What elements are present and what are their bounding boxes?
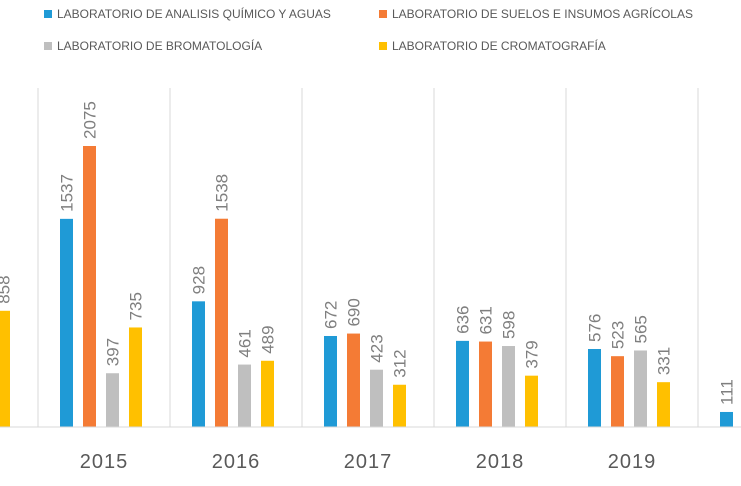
legend-swatch: [379, 10, 387, 18]
legend-label: LABORATORIO DE ANALISIS QUÍMICO Y AGUAS: [57, 6, 331, 21]
data-label: 858: [0, 275, 14, 303]
bar: [0, 310, 10, 427]
data-label: 461: [235, 329, 254, 357]
bar: [393, 384, 406, 427]
data-label: 928: [190, 266, 209, 294]
data-label: 690: [345, 298, 364, 326]
bar: [261, 360, 274, 427]
legend-label: LABORATORIO DE CROMATOGRAFÍA: [392, 38, 606, 53]
legend-swatch: [379, 42, 387, 50]
data-label: 598: [500, 311, 519, 339]
x-tick-label: 2017: [344, 451, 393, 473]
bar: [456, 340, 469, 427]
bar: [634, 350, 647, 427]
x-tick-label: 2015: [80, 451, 129, 473]
x-tick-label: 2019: [608, 451, 657, 473]
data-label: 379: [523, 340, 542, 368]
legend-label: LABORATORIO DE BROMATOLOGÍA: [57, 38, 262, 53]
legend-item: LABORATORIO DE ANALISIS QUÍMICO Y AGUAS: [44, 6, 331, 21]
bar: [83, 146, 96, 427]
bar: [129, 327, 142, 427]
x-tick-label: 2016: [212, 451, 261, 473]
data-label: 312: [391, 349, 410, 377]
legend-item: LABORATORIO DE BROMATOLOGÍA: [44, 38, 262, 53]
data-label: 735: [127, 292, 146, 320]
bar: [192, 301, 205, 427]
bar: [657, 382, 670, 427]
data-label: 397: [104, 338, 123, 366]
legend-swatch: [44, 10, 52, 18]
bar: [370, 369, 383, 427]
legend-item: LABORATORIO DE CROMATOGRAFÍA: [379, 38, 606, 53]
bar: [60, 218, 73, 427]
data-label: 565: [632, 315, 651, 343]
bar: [324, 335, 337, 427]
x-tick-label: 2018: [476, 451, 525, 473]
data-label: 523: [609, 321, 628, 349]
data-label: 636: [454, 305, 473, 333]
legend-swatch: [44, 42, 52, 50]
data-label: 631: [477, 306, 496, 334]
data-label: 489: [259, 325, 278, 353]
bar: [479, 341, 492, 427]
legend-item: LABORATORIO DE SUELOS E INSUMOS AGRÍCOLA…: [379, 6, 693, 21]
legend-label: LABORATORIO DE SUELOS E INSUMOS AGRÍCOLA…: [392, 6, 693, 21]
bar: [588, 348, 601, 427]
data-label: 672: [322, 301, 341, 329]
bars: [0, 146, 733, 427]
data-label: 1538: [213, 174, 232, 212]
category-separators: [37, 88, 699, 427]
bar: [502, 346, 515, 427]
bar: [525, 375, 538, 427]
data-label: 423: [368, 334, 387, 362]
data-label: 2075: [81, 101, 100, 139]
legend: LABORATORIO DE ANALISIS QUÍMICO Y AGUAS L…: [44, 6, 693, 53]
data-label: 576: [586, 314, 605, 342]
data-label: 111: [718, 379, 737, 405]
bar: [611, 356, 624, 427]
x-tick-labels: 2015 2016 2017 2018 2019: [80, 451, 657, 473]
data-label: 331: [655, 347, 674, 375]
bar: [720, 411, 733, 427]
bar: [238, 364, 251, 427]
bar: [215, 218, 228, 427]
bar: [106, 373, 119, 427]
bar: [347, 333, 360, 427]
data-label: 1537: [58, 174, 77, 212]
